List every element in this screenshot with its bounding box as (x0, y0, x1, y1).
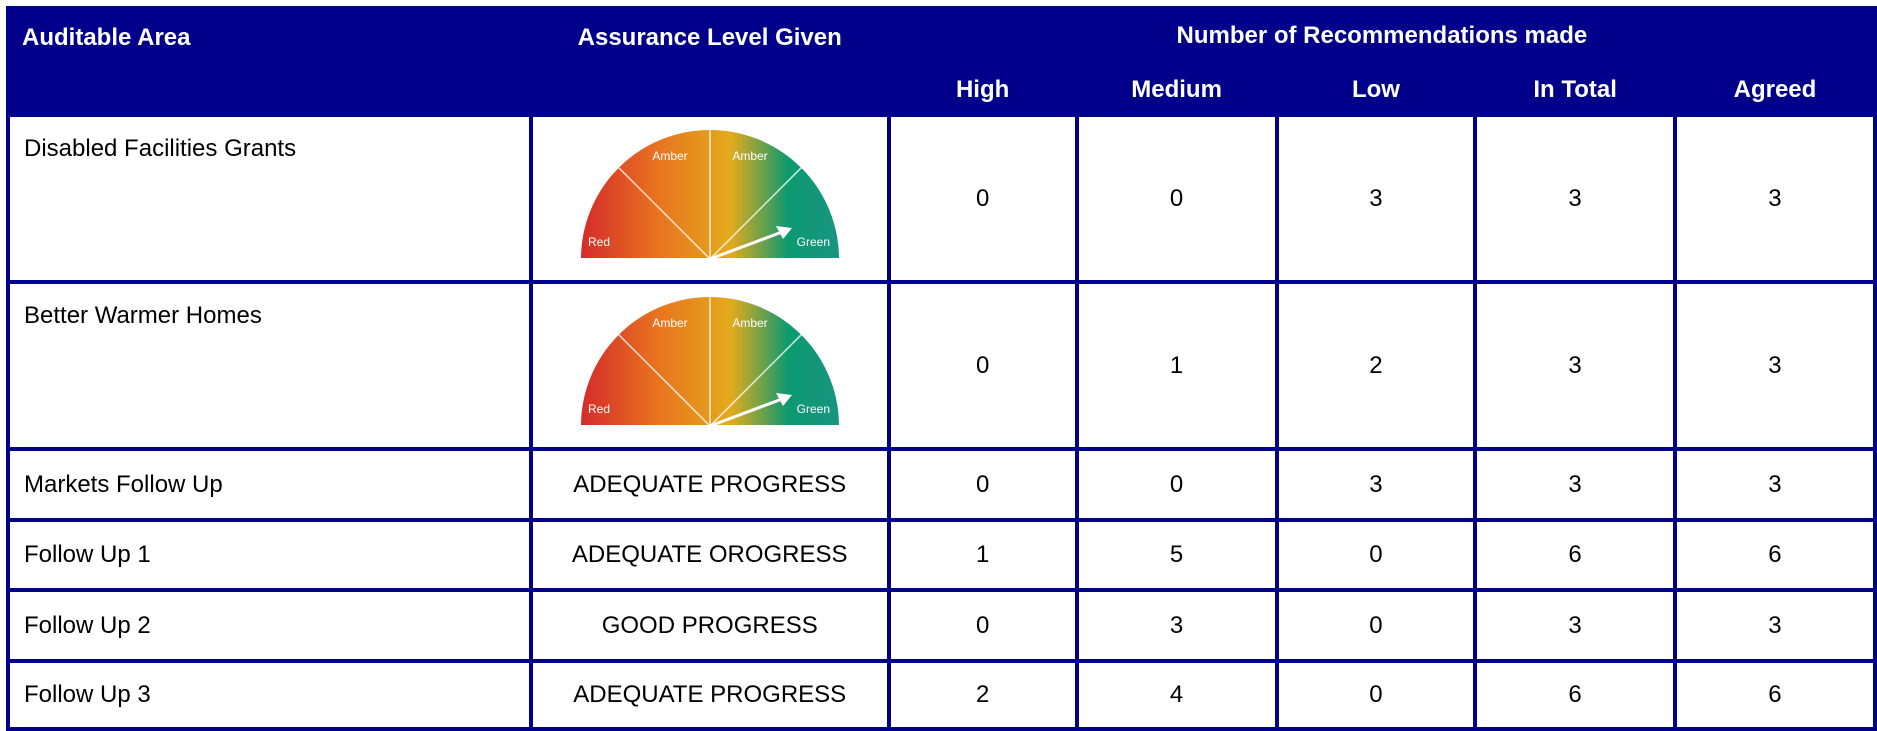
assurance-cell: Red Amber Amber Green (532, 117, 887, 280)
area-cell: Follow Up 3 (10, 663, 529, 727)
gauge-label: Amber (652, 149, 687, 163)
gauge-label: Green (796, 402, 829, 416)
assurance-cell: ADEQUATE PROGRESS (532, 451, 887, 518)
table-row: Follow Up 2 GOOD PROGRESS 0 3 0 3 3 (10, 592, 1873, 659)
column-header: In Total (1477, 66, 1673, 113)
count-cell: 3 (1278, 451, 1474, 518)
count-cell: 3 (1676, 284, 1873, 447)
column-header: High (890, 66, 1075, 113)
gauge-label: Amber (652, 316, 687, 330)
count-cell: 1 (1078, 284, 1275, 447)
count-cell: 6 (1477, 663, 1673, 727)
gauge-label: Amber (732, 316, 767, 330)
count-cell: 1 (890, 522, 1075, 588)
count-cell: 2 (1278, 284, 1474, 447)
count-cell: 3 (1477, 451, 1673, 518)
column-header: Low (1278, 66, 1474, 113)
column-header: Medium (1078, 66, 1275, 113)
count-cell: 0 (1278, 522, 1474, 588)
gauge-arrowhead (775, 393, 792, 406)
gauge-needle (709, 397, 783, 428)
header-recommendations: Number of Recommendations made (890, 10, 1873, 62)
count-cell: 0 (890, 117, 1075, 280)
count-cell: 0 (1078, 117, 1275, 280)
gauge-arrowhead (775, 226, 792, 239)
assurance-gauge: Red Amber Amber Green (578, 128, 841, 261)
count-cell: 3 (1278, 117, 1474, 280)
count-cell: 3 (1676, 592, 1873, 659)
gauge-divider (709, 166, 803, 260)
table-row: Follow Up 3 ADEQUATE PROGRESS 2 4 0 6 6 (10, 663, 1873, 727)
count-cell: 0 (890, 592, 1075, 659)
audit-table: Auditable Area Assurance Level Given Num… (6, 6, 1877, 731)
gauge-divider (617, 166, 711, 260)
count-cell: 3 (1477, 284, 1673, 447)
count-cell: 6 (1477, 522, 1673, 588)
count-cell: 3 (1078, 592, 1275, 659)
gauge-divider (709, 333, 803, 427)
header-assurance: Assurance Level Given (532, 10, 887, 113)
gauge-needle (709, 230, 783, 261)
count-cell: 2 (890, 663, 1075, 727)
area-cell: Follow Up 2 (10, 592, 529, 659)
count-cell: 0 (890, 284, 1075, 447)
count-cell: 3 (1676, 451, 1873, 518)
count-cell: 5 (1078, 522, 1275, 588)
count-cell: 0 (890, 451, 1075, 518)
table-row: Markets Follow Up ADEQUATE PROGRESS 0 0 3 3 3 (10, 451, 1873, 518)
assurance-cell: ADEQUATE OROGRESS (532, 522, 887, 588)
area-cell: Follow Up 1 (10, 522, 529, 588)
header-area: Auditable Area (10, 10, 529, 113)
assurance-cell: ADEQUATE PROGRESS (532, 663, 887, 727)
count-cell: 3 (1676, 117, 1873, 280)
count-cell: 3 (1477, 592, 1673, 659)
area-cell: Markets Follow Up (10, 451, 529, 518)
area-cell: Disabled Facilities Grants (10, 117, 529, 280)
table-row: Better Warmer Homes Red Amber Amber Green 0 1 2… (10, 284, 1873, 447)
count-cell: 6 (1676, 522, 1873, 588)
gauge-label: Green (796, 235, 829, 249)
count-cell: 3 (1477, 117, 1673, 280)
area-cell: Better Warmer Homes (10, 284, 529, 447)
count-cell: 0 (1078, 451, 1275, 518)
table-row: Disabled Facilities Grants Red Amber Amber G… (10, 117, 1873, 280)
gauge-label: Red (588, 402, 610, 416)
gauge-divider (617, 333, 711, 427)
count-cell: 0 (1278, 663, 1474, 727)
count-cell: 6 (1676, 663, 1873, 727)
gauge-label: Red (588, 235, 610, 249)
column-header: Agreed (1676, 66, 1873, 113)
gauge-label: Amber (732, 149, 767, 163)
assurance-gauge: Red Amber Amber Green (578, 295, 841, 428)
table-row: Follow Up 1 ADEQUATE OROGRESS 1 5 0 6 6 (10, 522, 1873, 588)
assurance-cell: GOOD PROGRESS (532, 592, 887, 659)
assurance-cell: Red Amber Amber Green (532, 284, 887, 447)
count-cell: 0 (1278, 592, 1474, 659)
count-cell: 4 (1078, 663, 1275, 727)
